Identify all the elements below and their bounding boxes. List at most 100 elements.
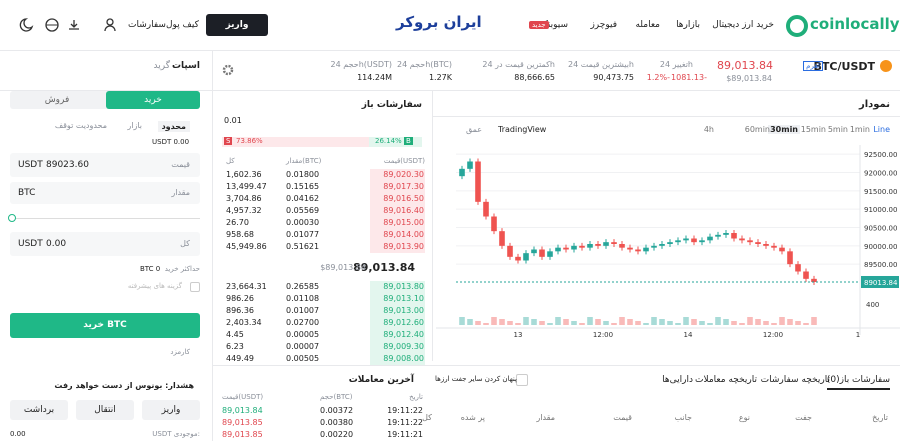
volume-bar: [739, 323, 745, 325]
book-amount: 0.15165: [286, 182, 320, 191]
timeframe[interactable]: 30min: [768, 125, 800, 134]
nav-link[interactable]: معامله: [635, 20, 660, 30]
volume-bar: [459, 317, 465, 325]
candle-body: [483, 201, 489, 217]
volume-bar: [747, 317, 753, 325]
book-total: 2,403.34: [226, 318, 262, 327]
sell-mark: S: [224, 137, 233, 145]
column-header: حجم(BTC): [320, 393, 353, 401]
book-total: 13,499.47: [226, 182, 267, 191]
wallet-link[interactable]: کیف پول: [166, 20, 199, 30]
precision-select[interactable]: 0.01: [224, 116, 242, 125]
stat-label: کمترین قیمت در 24h: [482, 60, 555, 69]
deposit-button[interactable]: واریز: [206, 14, 268, 36]
hide-label[interactable]: پنهان کردن سایر جفت ارزها: [435, 375, 517, 383]
orders-tab[interactable]: تاریخچه سفارشات: [760, 375, 830, 385]
order-type[interactable]: محدودیت توقف: [54, 121, 107, 130]
depth-bar: [370, 305, 425, 317]
timeframe[interactable]: 15min: [800, 125, 826, 134]
depth-bar: [370, 293, 425, 305]
depth-bar: [370, 169, 425, 181]
timeframe[interactable]: 5min: [827, 125, 848, 134]
brand-name[interactable]: coinlocally: [810, 15, 900, 33]
orders-link[interactable]: سفارشات: [128, 20, 166, 30]
nav-icons[interactable]: [18, 17, 118, 33]
orders-tab[interactable]: تاریخچه معاملات: [695, 375, 757, 385]
y-tick-label: 91000.00: [864, 206, 897, 214]
pair-name[interactable]: BTC/USDT: [813, 60, 875, 73]
timeframe[interactable]: Line: [873, 125, 890, 134]
column-header: تاریخ: [872, 413, 888, 422]
amount-input[interactable]: [10, 182, 200, 204]
y-tick-label: 89500.00: [864, 261, 897, 269]
candle-body: [547, 251, 553, 257]
nav-link[interactable]: خرید ارز دیجیتال: [712, 20, 774, 30]
timeframe[interactable]: 4h: [703, 125, 714, 134]
timeframe[interactable]: 60min: [744, 125, 770, 134]
depth-bar: [370, 217, 425, 229]
candle-body: [779, 247, 785, 252]
volume-bar: [715, 317, 721, 325]
action-button[interactable]: واریز: [142, 400, 200, 420]
volume-bar: [475, 321, 481, 325]
depth-tab[interactable]: عمق: [466, 125, 483, 134]
input-value[interactable]: 0.00: [46, 239, 67, 249]
form-tab[interactable]: گرید: [153, 61, 170, 71]
hide-checkbox[interactable]: [516, 374, 528, 386]
action-button[interactable]: برداشت: [10, 400, 68, 420]
candle-body: [555, 247, 561, 252]
sell-tab[interactable]: فروش: [44, 95, 70, 105]
candle-body: [739, 238, 745, 241]
orders-tab[interactable]: سفارشات باز(0): [826, 375, 890, 390]
volume-bar: [691, 319, 697, 325]
center-logo[interactable]: ایران بروکر: [396, 13, 482, 31]
stat-label: تغییر 24h: [659, 60, 693, 69]
advanced-checkbox[interactable]: [190, 282, 200, 292]
price-input[interactable]: [10, 153, 200, 177]
volume-bar: [507, 321, 513, 325]
order-type[interactable]: محدود: [157, 121, 190, 132]
stat-value: 1.2%-: [646, 73, 670, 82]
volume-bar: [563, 319, 569, 325]
book-amount: 0.51621: [286, 242, 320, 251]
advanced-label[interactable]: گزینه های پیشرفته: [127, 282, 182, 290]
depth-bar: [370, 329, 425, 341]
book-price: 89,012.60: [383, 318, 424, 327]
form-tab[interactable]: اسپات: [171, 61, 200, 71]
book-total: 4.45: [226, 330, 244, 339]
candle-body: [811, 278, 817, 282]
volume-bar: [763, 321, 769, 325]
depth-bar: [370, 317, 425, 329]
column-header: مقدار(BTC): [286, 157, 322, 165]
action-button[interactable]: انتقال: [76, 400, 134, 420]
buy-tab[interactable]: خرید: [106, 91, 200, 109]
total-input[interactable]: [10, 232, 200, 256]
slider-thumb[interactable]: [8, 214, 16, 222]
buy-button[interactable]: خرید BTC: [10, 313, 200, 338]
orders-tab[interactable]: دارایی‌ها: [662, 375, 693, 385]
depth-bar: [370, 241, 425, 253]
nav-link[interactable]: سیوبنک: [539, 20, 568, 30]
tradingview-tab[interactable]: TradingView: [498, 125, 547, 134]
y-tick-label: 92500.00: [864, 151, 897, 159]
order-book-title: سفارشات باز: [361, 100, 422, 110]
nav-link[interactable]: بازارها: [676, 20, 700, 30]
settings-icon[interactable]: [222, 64, 234, 76]
trade-time: 19:11:22: [387, 406, 423, 415]
input-value[interactable]: 89023.60: [46, 160, 89, 170]
book-price: 89,016.50: [383, 194, 424, 203]
nav-link[interactable]: فیوچرز: [590, 20, 617, 30]
order-type[interactable]: بازار: [127, 121, 142, 130]
fee-label[interactable]: کارمزد: [170, 348, 190, 356]
stat-value: 1081.13-: [671, 73, 707, 82]
book-total: 6.23: [226, 342, 244, 351]
new-badge: جدید: [529, 21, 549, 29]
last-price-tag: [861, 275, 899, 288]
candle-body: [627, 247, 633, 250]
timeframe[interactable]: 1min: [849, 125, 870, 134]
candle-body: [755, 242, 761, 244]
book-amount: 0.00505: [286, 354, 320, 363]
book-price: 89,008.00: [383, 354, 424, 363]
candle-body: [659, 244, 665, 246]
volume-bar: [795, 321, 801, 325]
